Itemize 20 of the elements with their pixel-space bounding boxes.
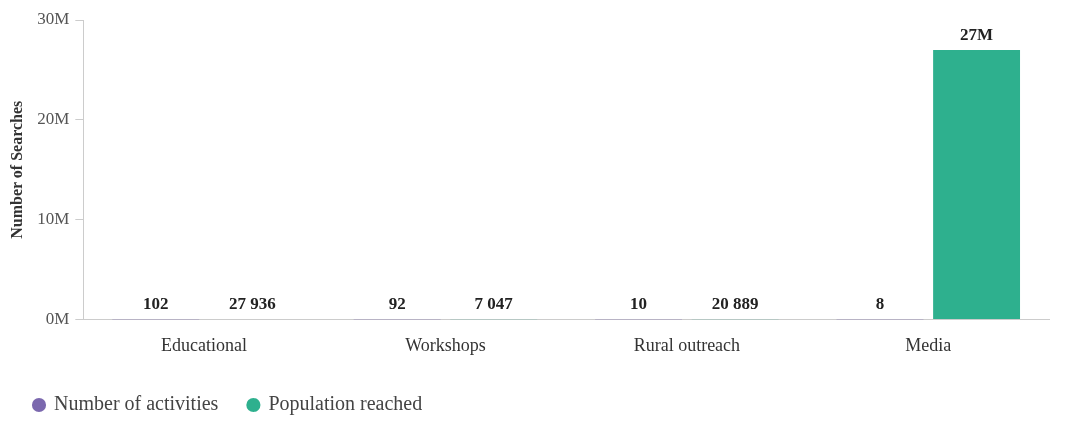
x-tick-label: Workshops: [405, 334, 486, 355]
data-label: 20 889: [711, 294, 759, 314]
y-tick-label: 30M: [37, 9, 70, 29]
data-label: 8: [875, 294, 885, 314]
data-label: 102: [142, 294, 169, 314]
x-tick-label: Rural outreach: [633, 334, 741, 355]
data-label: 27 936: [228, 294, 276, 314]
data-label: 7 047: [474, 294, 514, 314]
y-tick-label: 20M: [37, 109, 70, 129]
x-tick-label: Media: [905, 334, 952, 355]
y-tick-label: 10M: [37, 209, 70, 229]
legend-label: Number of activities: [54, 392, 219, 415]
y-axis-title: Number of Searches: [7, 100, 25, 239]
y-tick-label: 0M: [45, 308, 70, 328]
x-tick-label: Educational: [161, 334, 248, 355]
data-label: 10: [630, 294, 648, 314]
data-label: 27M: [960, 24, 994, 44]
data-label: 92: [388, 294, 406, 314]
legend-label: Population reached: [268, 392, 423, 416]
bar: [933, 49, 1021, 319]
